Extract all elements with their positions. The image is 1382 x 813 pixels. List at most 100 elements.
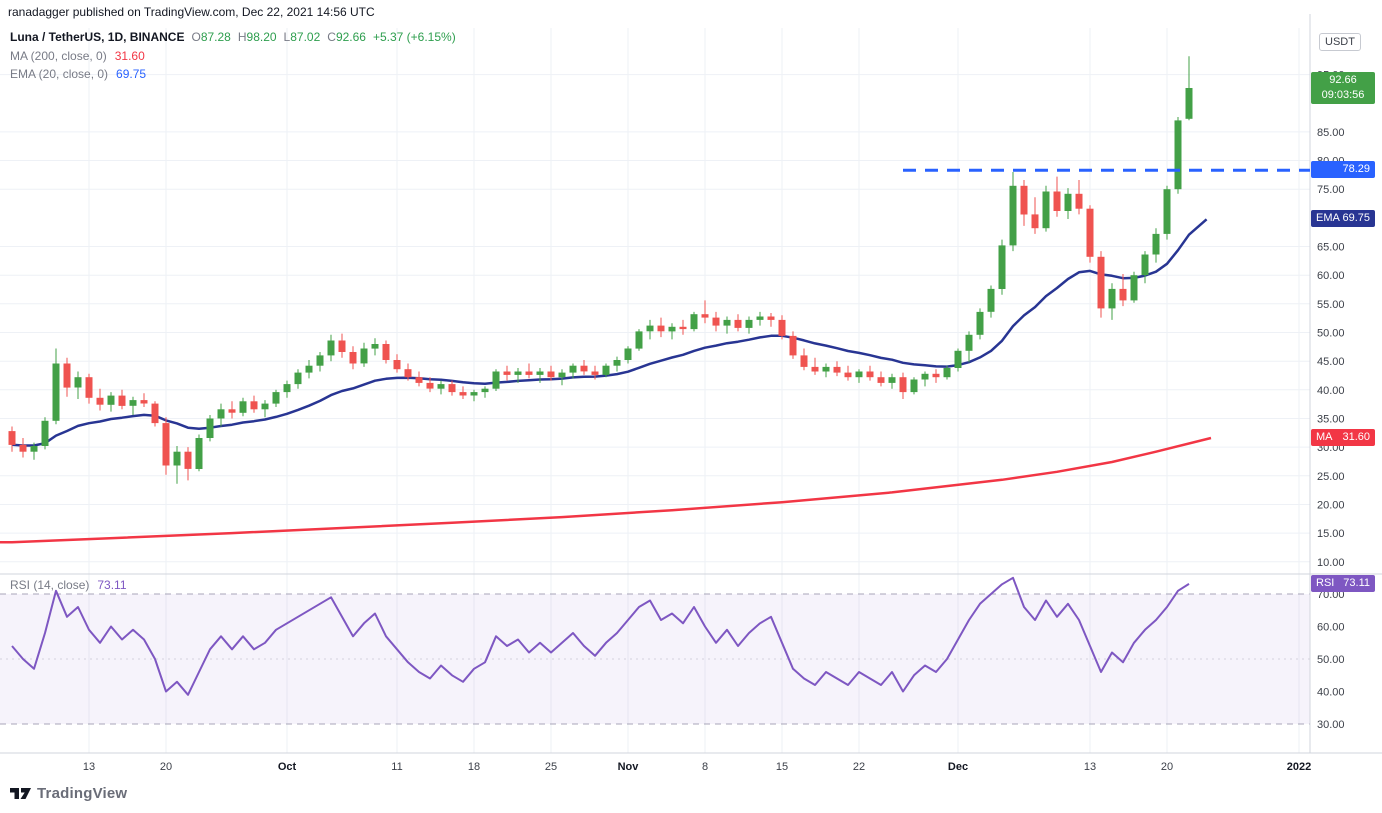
candle-body <box>1152 233 1160 255</box>
price-axis-labels: 10.00 15.00 20.00 25.00 30.00 35.00 40.00 45.00… <box>1317 70 1345 731</box>
candle-body <box>668 326 676 332</box>
candle-body <box>41 420 49 446</box>
price-axis-label: 10.00 <box>1317 557 1345 569</box>
rsi-axis-label: 70.00 <box>1317 589 1345 601</box>
rsi-legend-label: RSI (14, close) <box>10 578 90 592</box>
rsi-band <box>0 593 1310 725</box>
candle-body <box>998 245 1006 289</box>
candle-body <box>547 371 555 378</box>
candle-body <box>30 446 38 452</box>
candle-body <box>723 319 731 326</box>
candle-body <box>932 373 940 378</box>
candle-body <box>1119 288 1127 301</box>
candle-body <box>382 344 390 360</box>
candle-body <box>272 392 280 404</box>
price-axis-label: 35.00 <box>1317 414 1345 426</box>
ema-badge: EMA 69.75 <box>1311 210 1375 227</box>
candle-body <box>162 423 170 466</box>
ema-badge-tag: EMA <box>1316 212 1340 224</box>
high-value: 98.20 <box>246 30 277 44</box>
candles <box>8 56 1193 484</box>
candle-body <box>327 340 335 356</box>
candle-body <box>712 317 720 326</box>
candle-body <box>294 372 302 385</box>
candle-body <box>19 444 27 452</box>
candle-body <box>1020 185 1028 215</box>
candle-body <box>360 348 368 364</box>
candle-body <box>206 418 214 438</box>
rsi-badge-tag: RSI <box>1316 577 1335 589</box>
ma-legend-label: MA (200, close, 0) <box>10 49 107 63</box>
candle-body <box>833 366 841 373</box>
candle-body <box>965 334 973 351</box>
candle-body <box>635 331 643 349</box>
time-axis-label: 13 <box>1084 761 1096 773</box>
price-axis[interactable]: USDT 92.66 09:03:56 78.29 EMA 69.75 MA 31.… <box>1311 0 1382 813</box>
ma-legend[interactable]: MA (200, close, 0) 31.60 <box>10 49 145 63</box>
publisher-note: ranadagger published on TradingView.com,… <box>8 5 375 19</box>
time-axis-label: Dec <box>948 761 968 773</box>
high-label: H <box>237 30 247 44</box>
open-value: 87.28 <box>200 30 231 44</box>
candle-body <box>283 384 291 393</box>
candle-body <box>734 319 742 328</box>
candle-body <box>338 340 346 352</box>
rsi-badge: RSI 73.11 <box>1311 575 1375 592</box>
ma200-line <box>0 436 1212 544</box>
candle-body <box>1108 288 1116 309</box>
candle-body <box>778 319 786 336</box>
candle-body <box>1031 214 1039 229</box>
candle-body <box>1042 191 1050 229</box>
candle-body <box>1053 191 1061 211</box>
ema-legend-value: 69.75 <box>116 67 147 81</box>
symbol-legend[interactable]: Luna / TetherUS, 1D, BINANCE O87.28 H98.20… <box>10 30 456 44</box>
time-axis-label: Oct <box>278 761 297 773</box>
ema-legend[interactable]: EMA (20, close, 0) 69.75 <box>10 67 146 81</box>
tradingview-logo-text: TradingView <box>37 785 128 802</box>
candle-body <box>800 355 808 367</box>
candle-body <box>855 371 863 378</box>
candle-body <box>756 316 764 320</box>
tradingview-logo-icon <box>10 788 31 799</box>
candle-body <box>459 392 467 396</box>
candle-body <box>976 311 984 335</box>
candle-body <box>415 377 423 383</box>
candle-body <box>129 400 137 406</box>
ema-legend-label: EMA (20, close, 0) <box>10 67 109 81</box>
time-axis-label: Nov <box>618 761 640 773</box>
time-axis-label: 11 <box>391 761 402 773</box>
candle-body <box>85 377 93 398</box>
close-value: 92.66 <box>335 30 366 44</box>
candle-body <box>624 348 632 360</box>
resistance-badge: 78.29 <box>1311 161 1375 178</box>
candle-body <box>646 325 654 332</box>
rsi-legend[interactable]: RSI (14, close) 73.11 <box>10 578 127 592</box>
candle-body <box>591 371 599 375</box>
price-axis-label: 65.00 <box>1317 242 1345 254</box>
time-axis-label: 13 <box>83 761 95 773</box>
candle-body <box>536 371 544 375</box>
ma-badge-tag: MA <box>1316 431 1333 443</box>
low-value: 87.02 <box>290 30 321 44</box>
open-label: O <box>191 30 201 44</box>
time-axis-label: 15 <box>776 761 788 773</box>
candle-body <box>1174 120 1182 190</box>
tradingview-logo[interactable]: TradingView <box>10 784 127 803</box>
candle-body <box>943 368 951 378</box>
candle-body <box>822 366 830 372</box>
price-axis-label: 20.00 <box>1317 500 1345 512</box>
candle-body <box>910 379 918 393</box>
candle-body <box>470 392 478 396</box>
currency-chip[interactable]: USDT <box>1319 33 1361 51</box>
candle-body <box>811 366 819 372</box>
candle-body <box>569 365 577 373</box>
rsi-axis-label: 30.00 <box>1317 719 1345 731</box>
candle-body <box>1064 193 1072 211</box>
candle-body <box>921 373 929 380</box>
candle-body <box>1185 88 1193 119</box>
last-price-badge: 92.66 09:03:56 <box>1311 72 1375 104</box>
candle-body <box>305 365 313 373</box>
rsi-badge-value: 73.11 <box>1343 577 1370 589</box>
time-axis[interactable]: 13 20 Oct 11 18 25 Nov 8 15 22 Dec 13 20 2022 <box>83 761 1311 773</box>
